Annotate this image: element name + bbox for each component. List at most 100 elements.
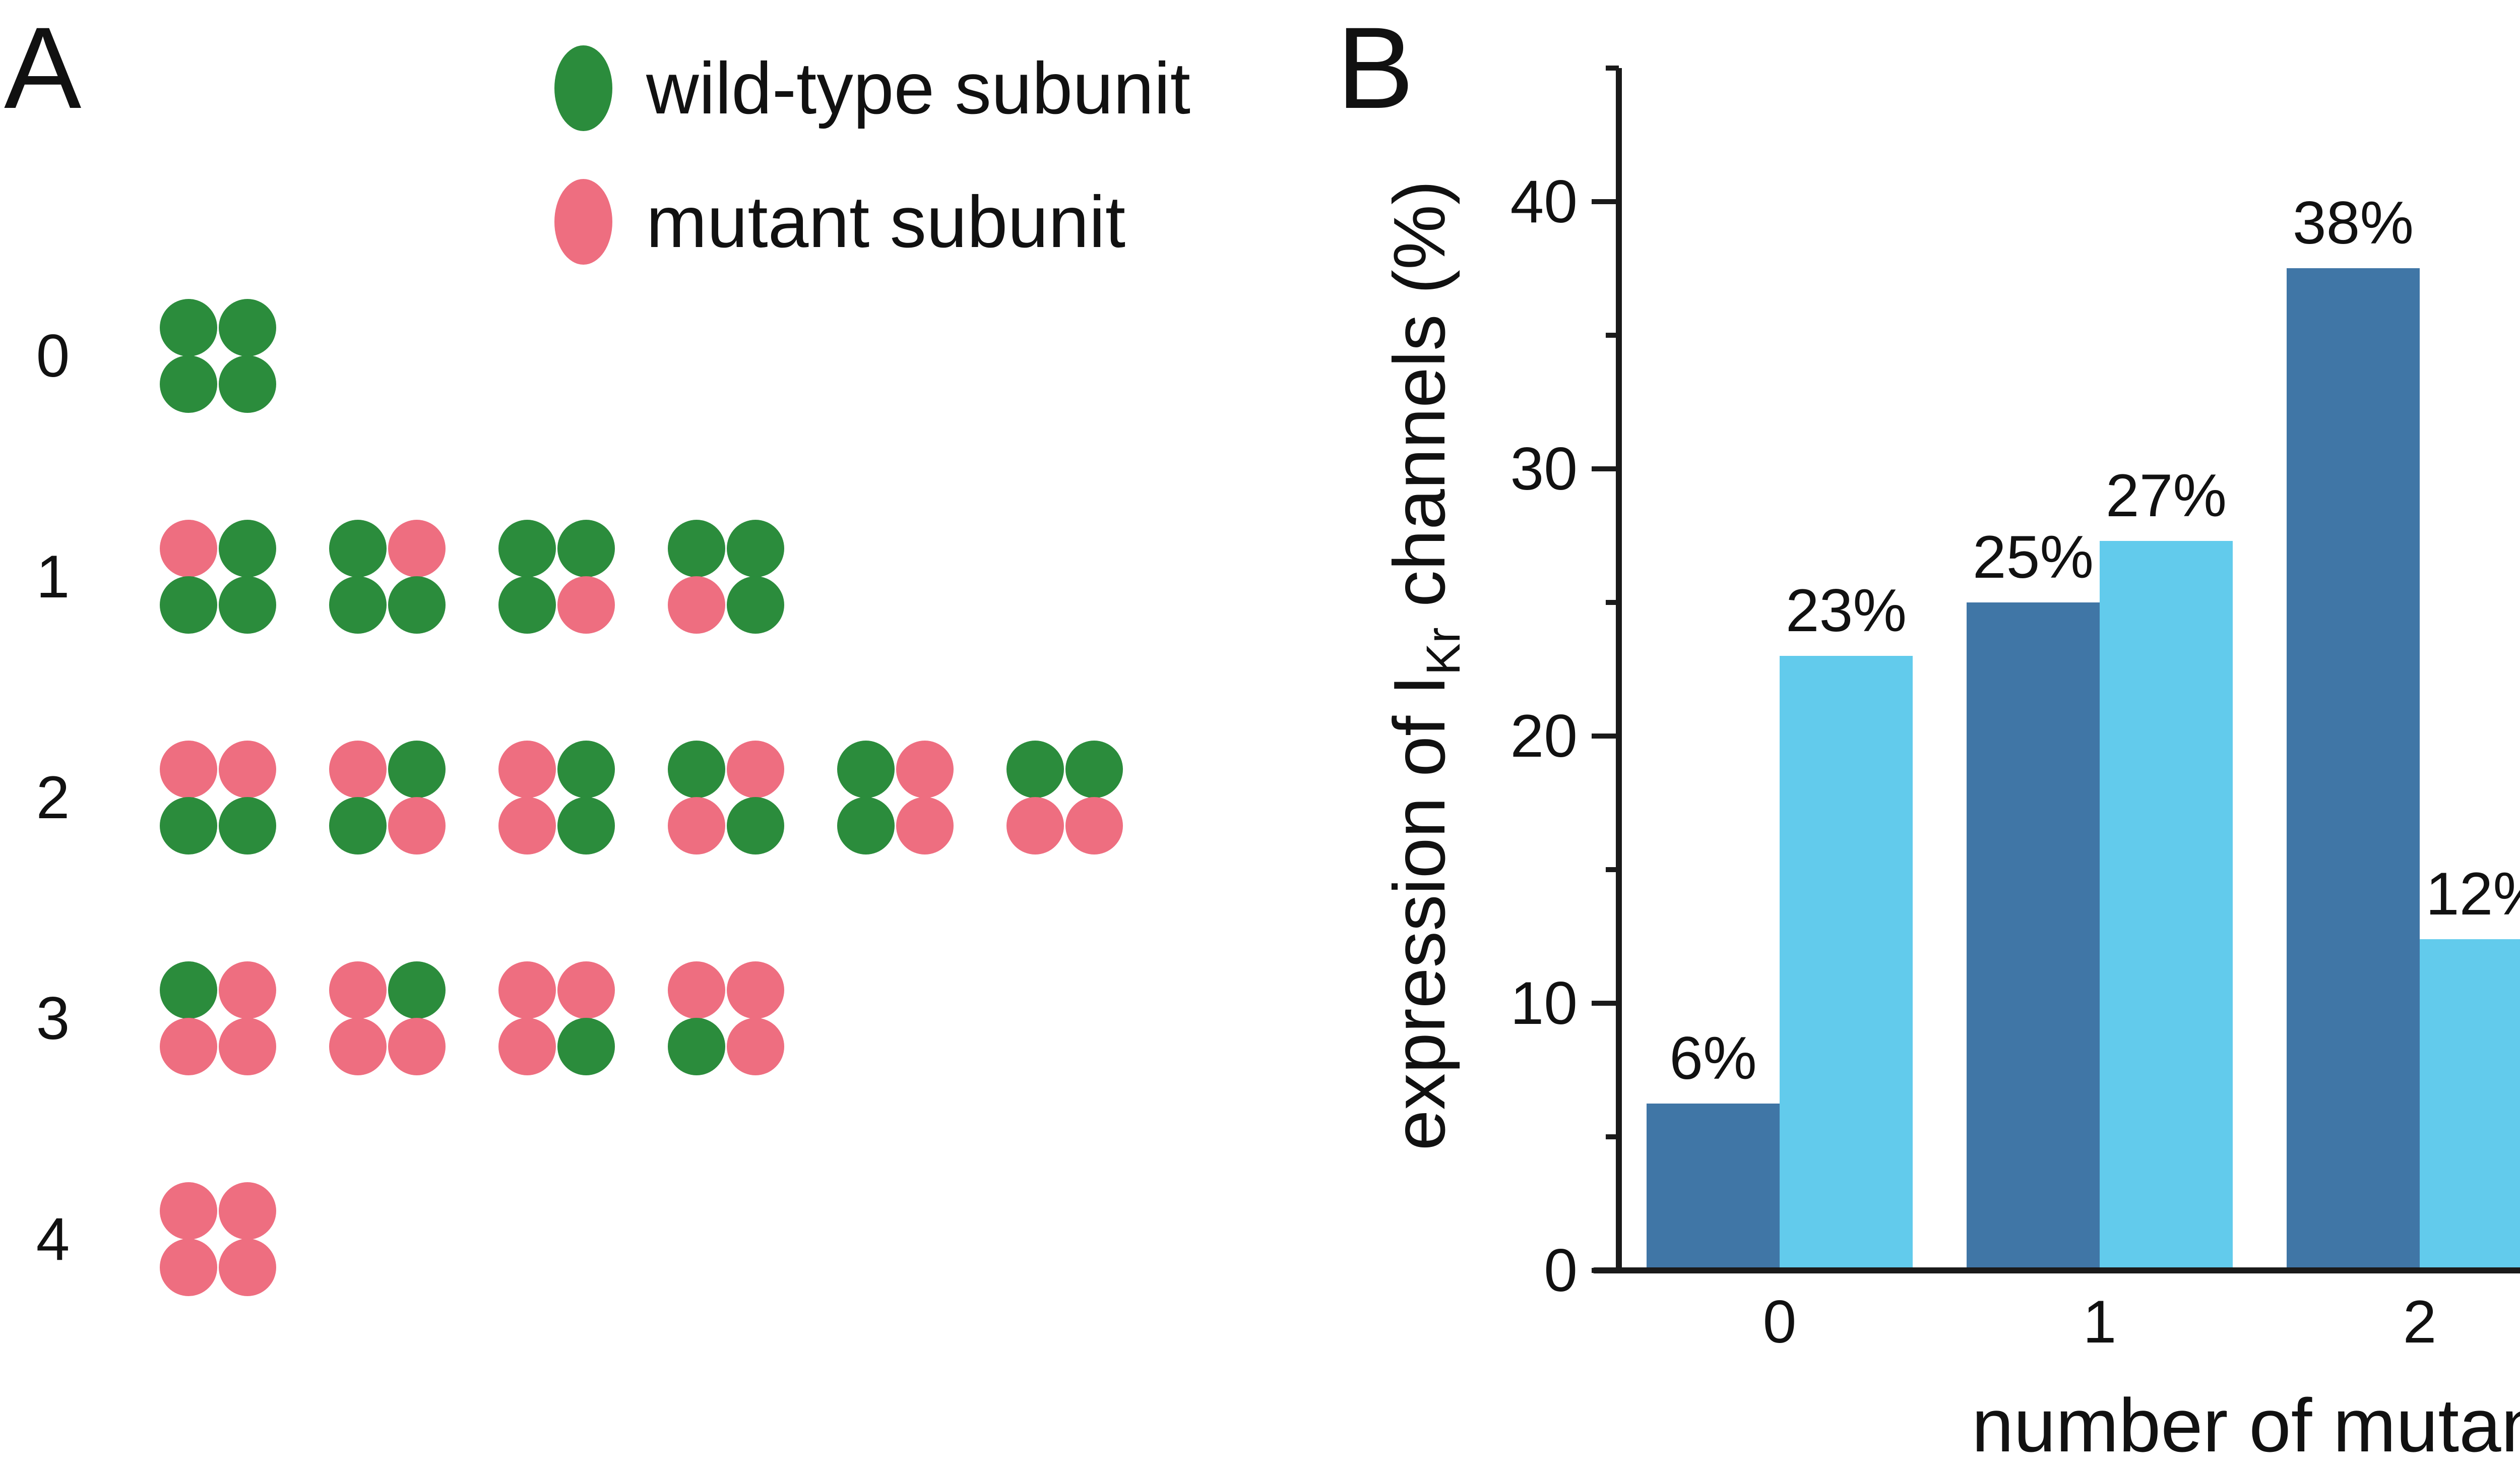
wildtype-subunit-circle (668, 1018, 725, 1075)
y-tick-label-20: 20 (1510, 702, 1578, 770)
wildtype-subunit-circle (160, 355, 217, 413)
mutant-subunit-circle (160, 1018, 217, 1075)
y-axis-title-pre: expression of I (1378, 675, 1460, 1151)
mutant-subunit-circle (160, 1182, 217, 1240)
row-label-4: 4 (36, 1205, 70, 1273)
wildtype-subunit-circle (219, 797, 276, 855)
legend-a-mutant-label: mutant subunit (646, 180, 1126, 263)
y-axis-minor-tick (1606, 600, 1619, 605)
mutant-subunit-circle (727, 961, 784, 1019)
tetramer-row1-3 (498, 520, 615, 634)
mutant-subunit-circle (498, 961, 556, 1019)
mutant-subunit-circle (160, 520, 217, 577)
y-tick-label-30: 30 (1510, 435, 1578, 503)
legend-a-wildtype-label: wild-type subunit (646, 47, 1190, 129)
y-axis-title-subscript: Kr (1417, 627, 1470, 676)
mutant-subunit-circle (160, 741, 217, 798)
mutant-subunit-circle (219, 1018, 276, 1075)
wildtype-subunit-circle (329, 576, 387, 634)
tetramer-row4-1 (160, 1182, 276, 1296)
wildtype-subunit-circle (160, 576, 217, 634)
mutant-subunit-circle (498, 1018, 556, 1075)
wildtype-subunit-circle (329, 520, 387, 577)
mutant-subunit-circle (727, 1018, 784, 1075)
y-axis-major-tick (1592, 1001, 1619, 1006)
wildtype-subunit-circle (668, 520, 725, 577)
y-axis-major-tick (1592, 466, 1619, 471)
bar-value-label: 6% (1669, 1024, 1757, 1092)
mutant-subunit-circle (896, 741, 954, 798)
mutant-subunit-circle (219, 961, 276, 1019)
row-label-2: 2 (36, 764, 70, 831)
tetramer-row2-2 (329, 741, 446, 855)
y-axis-minor-tick (1606, 1134, 1619, 1139)
tetramer-row1-1 (160, 520, 276, 634)
mutant-subunit-circle (388, 1018, 446, 1075)
y-axis-minor-tick (1606, 66, 1619, 71)
mutant-subunit-circle (219, 741, 276, 798)
mutant-subunit-circle (896, 797, 954, 855)
y-axis-title: expression of IKr channels (%) (1378, 180, 1484, 1151)
wildtype-subunit-circle (219, 576, 276, 634)
mutant-subunit-circle (668, 961, 725, 1019)
bar-wt-mutant-1-x0 (1647, 1104, 1780, 1268)
wildtype-subunit-circle (219, 299, 276, 356)
x-axis-title: number of mutant subunits (1972, 1383, 2520, 1464)
wildtype-subunit-circle (498, 576, 556, 634)
bar-value-label: 25% (1972, 523, 2094, 591)
tetramer-row2-5 (837, 741, 954, 855)
legend-a-item-wildtype: wild-type subunit (554, 45, 1190, 131)
mutant-subunit-circle (498, 797, 556, 855)
wildtype-subunit-circle (160, 961, 217, 1019)
wildtype-subunit-circle (160, 797, 217, 855)
wildtype-subunit-icon (554, 45, 612, 131)
mutant-subunit-circle (329, 741, 387, 798)
bar-value-label: 23% (1785, 577, 1907, 644)
mutant-subunit-circle (668, 576, 725, 634)
bar-value-label: 38% (2292, 189, 2414, 257)
tetramer-row1-2 (329, 520, 446, 634)
tetramer-row2-3 (498, 741, 615, 855)
tetramer-row3-3 (498, 961, 615, 1075)
wildtype-subunit-circle (1006, 741, 1064, 798)
x-axis-line (1592, 1267, 2520, 1273)
mutant-subunit-circle (329, 1018, 387, 1075)
wildtype-subunit-circle (727, 520, 784, 577)
mutant-subunit-circle (160, 1239, 217, 1296)
mutant-subunit-circle (219, 1182, 276, 1240)
tetramer-row0-1 (160, 299, 276, 413)
y-tick-label-10: 10 (1510, 969, 1578, 1037)
bar-wt-mutant-03-x2 (2420, 939, 2520, 1268)
bar-value-label: 27% (2105, 462, 2227, 529)
tetramer-row2-1 (160, 741, 276, 855)
mutant-subunit-circle (668, 797, 725, 855)
wildtype-subunit-circle (727, 576, 784, 634)
panel-b-label: B (1337, 3, 1414, 133)
mutant-subunit-circle (557, 576, 615, 634)
wildtype-subunit-circle (498, 520, 556, 577)
wildtype-subunit-circle (1065, 741, 1123, 798)
mutant-subunit-circle (1006, 797, 1064, 855)
x-tick-label-1: 1 (2083, 1288, 2117, 1356)
mutant-subunit-icon (554, 179, 612, 265)
wildtype-subunit-circle (557, 1018, 615, 1075)
wildtype-subunit-circle (388, 741, 446, 798)
bar-wt-mutant-1-x2 (2287, 268, 2420, 1268)
y-axis-major-tick (1592, 199, 1619, 204)
y-tick-label-0: 0 (1544, 1237, 1578, 1304)
mutant-subunit-circle (329, 961, 387, 1019)
wildtype-subunit-circle (388, 961, 446, 1019)
tetramer-row1-4 (668, 520, 784, 634)
panel-a-label: A (4, 3, 82, 133)
tetramer-row2-4 (668, 741, 784, 855)
y-axis-title-post: channels (%) (1378, 180, 1460, 628)
tetramer-row3-1 (160, 961, 276, 1075)
tetramer-row3-4 (668, 961, 784, 1075)
bar-wt-mutant-03-x1 (2100, 541, 2233, 1268)
mutant-subunit-circle (498, 741, 556, 798)
wildtype-subunit-circle (557, 741, 615, 798)
tetramer-row2-6 (1006, 741, 1123, 855)
x-tick-label-2: 2 (2403, 1288, 2437, 1356)
row-label-3: 3 (36, 985, 70, 1052)
wildtype-subunit-circle (727, 797, 784, 855)
